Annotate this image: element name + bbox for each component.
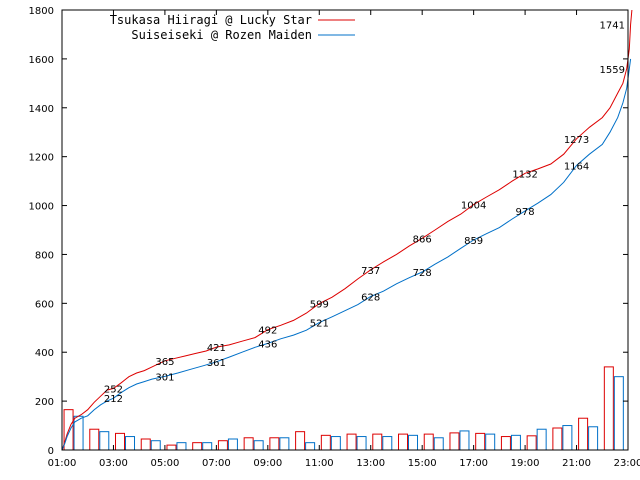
hour-bar-series-1: [372, 433, 383, 451]
legend: Tsukasa Hiiragi @ Lucky Star Suiseiseki …: [110, 13, 355, 42]
data-label-series-1: 1741: [600, 20, 625, 31]
hour-bar-series-2: [356, 436, 367, 451]
data-label-series-2: 436: [258, 339, 277, 350]
hour-bar-series-1: [603, 366, 614, 451]
data-label-series-2: 978: [516, 207, 535, 218]
hour-bar-series-1: [243, 437, 254, 451]
data-label-series-1: 492: [258, 326, 277, 337]
hour-bar-series-1: [295, 431, 306, 451]
series-lines: [61, 9, 633, 451]
legend-label-series-2: Suiseiseki @ Rozen Maiden: [131, 28, 312, 42]
hour-bar-series-2: [279, 437, 290, 451]
y-tick-label: 1400: [29, 104, 54, 115]
data-label-series-1: 1273: [564, 135, 589, 146]
x-tick-label: 13:00: [356, 458, 385, 469]
x-tick-label: 21:00: [562, 458, 591, 469]
x-tick-label: 05:00: [150, 458, 179, 469]
x-tick-label: 09:00: [253, 458, 282, 469]
data-label-series-2: 1559: [600, 65, 625, 76]
axis-ticks: 0 200 400 600 800 1000 1200 1400 1600 1800 01:00 03…: [29, 6, 640, 469]
y-tick-label: 1800: [29, 6, 54, 17]
hour-bar-series-1: [192, 442, 203, 451]
x-tick-label: 19:00: [511, 458, 540, 469]
y-tick-label: 400: [35, 348, 54, 359]
x-tick-label: 15:00: [408, 458, 437, 469]
data-label-series-2: 859: [464, 236, 483, 247]
hour-bar-series-1: [320, 434, 331, 451]
x-tick-label: 03:00: [99, 458, 128, 469]
hour-bar-series-1: [552, 427, 563, 451]
data-labels: 252 365 421 492 599 737 866 1004 1132 1273 1741 212…: [104, 20, 625, 405]
hour-bar-series-2: [510, 434, 521, 451]
data-label-series-1: 421: [207, 343, 226, 354]
hour-bar-series-2: [202, 442, 213, 451]
y-tick-label: 800: [35, 250, 54, 261]
hour-bar-series-2: [459, 430, 470, 451]
hour-bar-series-2: [253, 440, 264, 451]
x-tick-label: 07:00: [202, 458, 231, 469]
hour-bar-series-1: [449, 432, 460, 451]
hour-bar-series-1: [140, 438, 151, 451]
series-line-2: [61, 58, 632, 451]
data-label-series-1: 252: [104, 384, 123, 395]
legend-label-series-1: Tsukasa Hiiragi @ Lucky Star: [110, 13, 312, 27]
hour-bar-series-2: [433, 437, 444, 451]
hour-bar-series-1: [89, 428, 100, 451]
data-label-series-1: 1132: [512, 169, 537, 180]
y-tick-label: 1000: [29, 202, 54, 213]
hour-bar-series-1: [526, 435, 537, 451]
data-label-series-1: 365: [155, 357, 174, 368]
hour-bar-series-2: [536, 428, 547, 451]
hour-bar-series-2: [330, 436, 341, 451]
y-tick-label: 1600: [29, 55, 54, 66]
data-label-series-1: 1004: [461, 201, 486, 212]
hour-bar-series-1: [269, 437, 280, 451]
x-tick-label: 17:00: [459, 458, 488, 469]
series-line-1: [61, 9, 633, 451]
plot-frame: [61, 9, 629, 451]
data-label-series-2: 1164: [564, 161, 589, 172]
x-tick-label: 23:00: [614, 458, 640, 469]
hour-bar-series-2: [613, 376, 624, 451]
hour-bar-series-2: [150, 440, 161, 451]
hour-bar-series-2: [408, 434, 419, 451]
data-label-series-2: 361: [207, 358, 226, 369]
hour-bar-series-2: [382, 436, 393, 451]
hour-bar-series-1: [475, 432, 486, 451]
x-tick-label: 11:00: [305, 458, 334, 469]
data-label-series-2: 301: [155, 372, 174, 383]
hour-bar-series-1: [217, 440, 228, 451]
hour-bar-series-2: [176, 442, 187, 451]
data-label-series-1: 599: [310, 300, 329, 311]
data-label-series-2: 212: [104, 394, 123, 405]
hour-bar-series-2: [305, 442, 316, 451]
data-label-series-2: 628: [361, 292, 380, 303]
hour-bar-series-1: [578, 417, 589, 451]
hour-bar-series-1: [423, 433, 434, 451]
y-tick-label: 0: [48, 446, 54, 457]
hour-bar-series-1: [500, 436, 511, 451]
data-label-series-1: 866: [413, 234, 432, 245]
hour-bar-series-2: [99, 431, 110, 451]
data-label-series-2: 728: [413, 268, 432, 279]
x-tick-label: 01:00: [48, 458, 77, 469]
hour-bar-series-1: [115, 432, 126, 451]
data-label-series-1: 737: [361, 266, 380, 277]
y-tick-label: 200: [35, 397, 54, 408]
hour-bar-series-2: [227, 438, 238, 451]
y-tick-label: 1200: [29, 153, 54, 164]
data-label-series-2: 521: [310, 319, 329, 330]
y-tick-label: 600: [35, 299, 54, 310]
hour-bar-series-1: [346, 433, 357, 451]
hour-bar-series-2: [562, 425, 573, 451]
hourly-bars: [63, 366, 624, 451]
hour-bar-series-2: [588, 426, 599, 451]
hour-bar-series-1: [166, 444, 177, 451]
hour-bar-series-1: [398, 433, 409, 451]
hour-bar-series-2: [125, 436, 136, 451]
hour-bar-series-2: [485, 433, 496, 451]
